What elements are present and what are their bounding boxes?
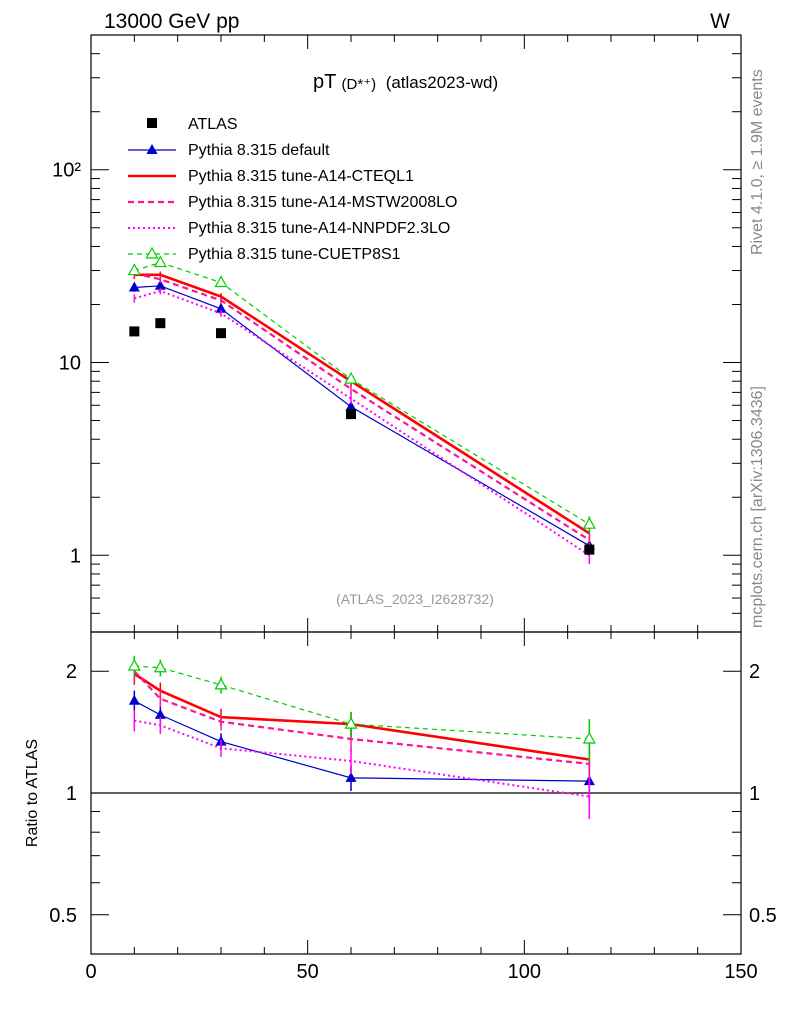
series-marker-main-0 [215,302,227,313]
series-marker-main-0 [128,281,140,292]
ratio-y-tick-label: 2 [66,661,77,683]
legend-marker-default [146,144,158,154]
series-marker-ratio-0 [345,771,357,782]
legend-label-cuetp8s1: Pythia 8.315 tune-CUETP8S1 [188,246,401,263]
series-line-ratio-3 [134,719,590,798]
main-y-tick-label: 1 [70,545,81,567]
legend-entry-mstw: Pythia 8.315 tune-A14-MSTW2008LO [128,194,457,211]
atlas-data-point [584,544,595,555]
atlas-data-point [155,318,166,329]
atlas-data-point [129,326,140,337]
series-marker-main-0 [154,279,166,290]
series-marker-ratio-0 [154,708,166,719]
legend-marker-cuetp8s1 [145,246,159,259]
legend-marker-atlas [147,118,157,128]
ratio-y-axis-label: Ratio to ATLAS [24,739,41,847]
rivet-info-label: Rivet 4.1.0, ≥ 1.9M events [749,69,766,255]
analysis-watermark: (ATLAS_2023_I2628732) [336,591,494,607]
legend-entry-default: Pythia 8.315 default [128,142,330,159]
legend-label-mstw: Pythia 8.315 tune-A14-MSTW2008LO [188,194,457,211]
series-marker-main-4 [582,516,596,529]
plot-title-main: pT [313,71,336,93]
x-tick-label: 50 [297,961,319,983]
atlas-data-point [216,328,226,339]
main-y-tick-label: 10 [59,353,81,375]
legend-label-cteql1: Pythia 8.315 tune-A14-CTEQL1 [188,168,414,185]
legend-label-atlas: ATLAS [188,116,238,133]
series-marker-ratio-4 [214,677,228,690]
ratio-y-tick-label-right: 2 [749,661,760,683]
ratio-y-tick-label-right: 0.5 [749,905,777,927]
series-marker-main-4 [127,263,141,276]
series-line-main-3 [134,289,590,557]
series-marker-ratio-4 [582,731,596,744]
main-y-tick-label: 10² [52,160,81,182]
series-line-ratio-4 [134,665,590,740]
legend-entry-atlas: ATLAS [147,116,238,133]
series-marker-ratio-4 [153,660,167,673]
legend: ATLAS Pythia 8.315 default Pythia 8.315 … [128,116,457,263]
ratio-y-tick-label: 1 [66,783,77,805]
legend-entry-nnpdf: Pythia 8.315 tune-A14-NNPDF2.3LO [128,220,450,237]
series-marker-main-4 [214,275,228,288]
plot-title-sub: (D*⁺) [342,76,377,93]
ratio-y-tick-label-right: 1 [749,783,760,805]
plot-title: pT (D*⁺) (atlas2023-wd) [313,71,498,94]
legend-entry-cteql1: Pythia 8.315 tune-A14-CTEQL1 [128,168,414,185]
series-marker-main-4 [344,371,358,384]
series-layer [127,255,596,820]
series-marker-ratio-4 [127,658,141,671]
x-tick-label: 150 [724,961,757,983]
series-line-ratio-1 [133,672,590,761]
series-marker-ratio-4 [344,716,358,729]
x-tick-label: 0 [85,961,96,983]
x-tick-label: 100 [508,961,541,983]
series-marker-ratio-0 [128,694,140,705]
ratio-y-tick-label: 0.5 [49,905,77,927]
legend-label-nnpdf: Pythia 8.315 tune-A14-NNPDF2.3LO [188,220,450,237]
series-line-main-1 [134,273,591,535]
mcplots-info-label: mcplots.cern.ch [arXiv:1306.3436] [749,386,766,628]
series-marker-main-0 [345,400,357,411]
legend-label-default: Pythia 8.315 default [188,142,330,159]
plot-title-tail: (atlas2023-wd) [386,73,498,92]
header-process-label: W [710,10,730,33]
atlas-data-point [346,409,356,420]
series-marker-main-4 [153,255,167,268]
series-line-main-0 [134,285,590,547]
header-energy-label: 13000 GeV pp [104,10,239,33]
legend-entry-cuetp8s1: Pythia 8.315 tune-CUETP8S1 [128,246,401,263]
axes-layer: 0 50 100 150 1 10 10² 0.5 0.5 1 1 2 2 [49,34,777,983]
